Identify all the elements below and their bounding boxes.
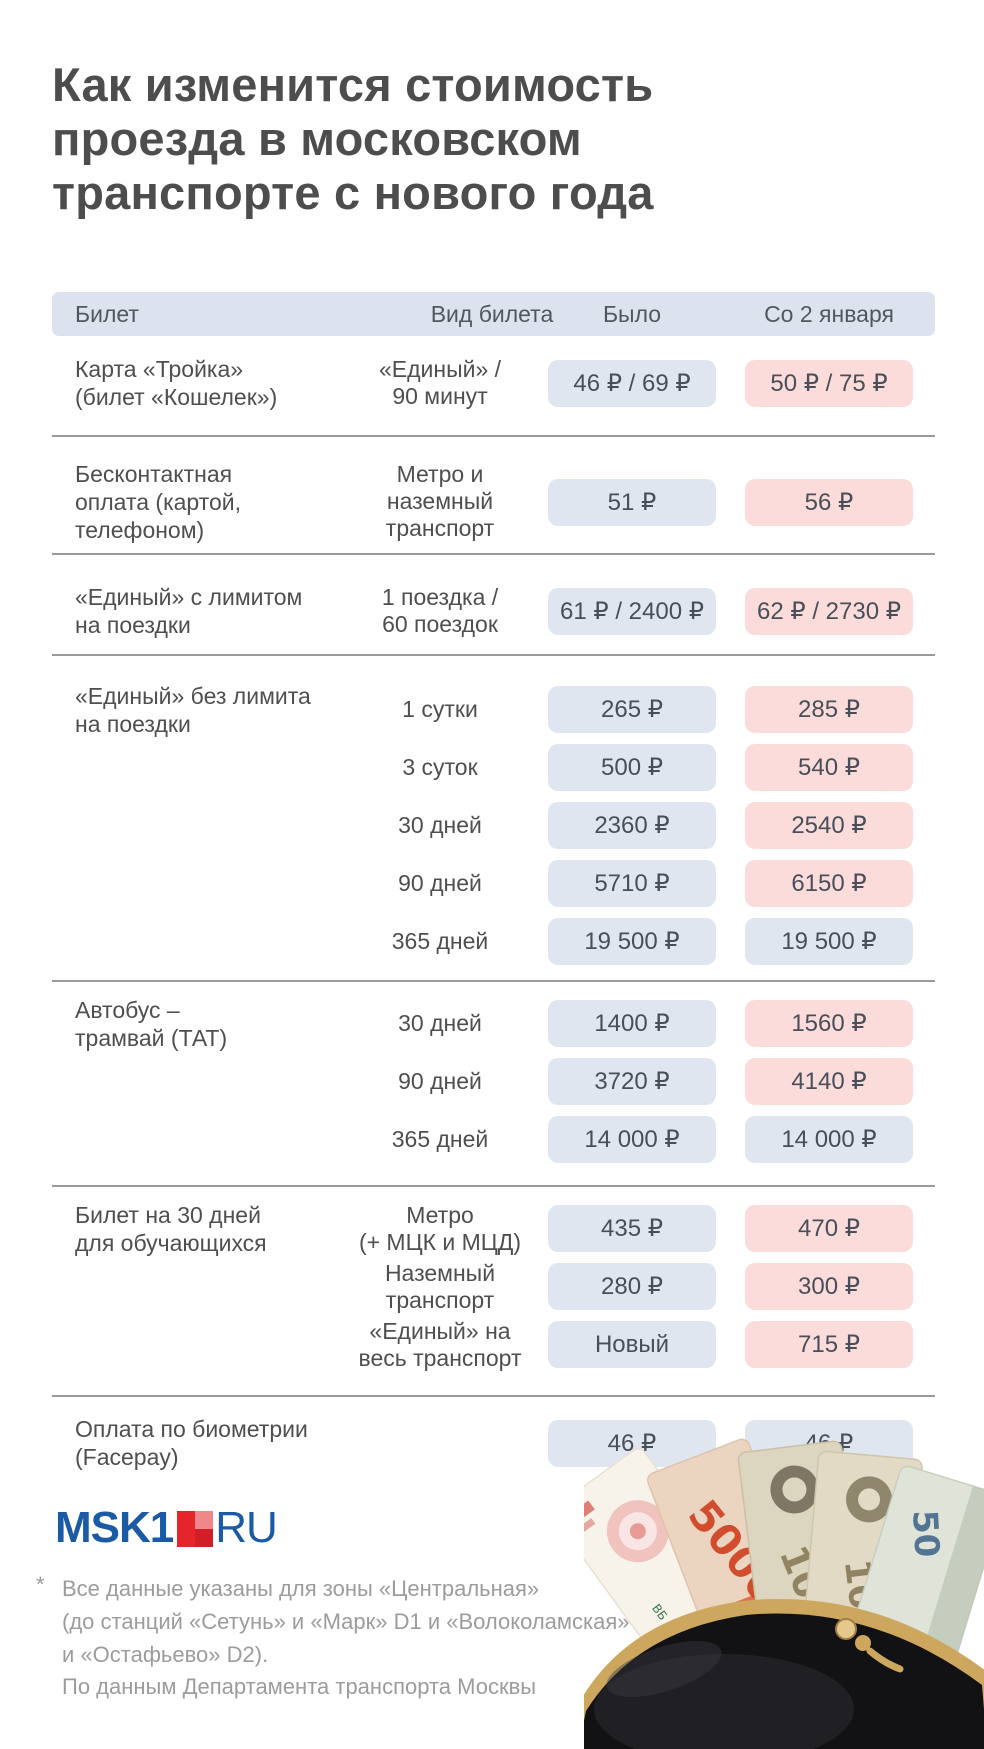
type-label: 90 дней — [398, 870, 482, 896]
price-badge-new: 300 ₽ — [745, 1263, 913, 1310]
type-label: 3 суток — [402, 754, 478, 780]
footnote-asterisk: * — [36, 1572, 45, 1597]
row-divider — [52, 980, 935, 982]
price-badge-new: 2540 ₽ — [745, 802, 913, 849]
logo-red-square-icon — [177, 1511, 214, 1547]
price-badge-new: 285 ₽ — [745, 686, 913, 733]
price-badge-was: 500 ₽ — [548, 744, 716, 791]
type-label: 365 дней — [391, 1126, 489, 1152]
type-label: «Единый» / 90 минут — [378, 356, 502, 409]
type-label: 90 дней — [398, 1068, 482, 1094]
row-divider — [52, 1185, 935, 1187]
table-header: Билет Вид билета Было Со 2 января — [52, 292, 935, 336]
price-badge-was: 1400 ₽ — [548, 1000, 716, 1047]
type-label: 1 поездка / 60 поездок — [381, 584, 499, 637]
msk1-logo: MSK1 RU — [55, 1503, 278, 1553]
type-label: Метро (+ МЦК и МЦД) — [358, 1201, 522, 1255]
row-divider — [52, 435, 935, 437]
coin-purse — [584, 1599, 984, 1749]
column-header-ticket: Билет — [75, 300, 139, 327]
price-badge-new: 715 ₽ — [745, 1321, 913, 1368]
logo-msk1-text: MSK1 — [55, 1503, 174, 1552]
column-header-type: Вид билета — [430, 300, 554, 327]
source-note: По данным Департамента транспорта Москвы — [62, 1674, 537, 1699]
price-badge-new: 62 ₽ / 2730 ₽ — [745, 588, 913, 635]
price-badge-new: 50 ₽ / 75 ₽ — [745, 360, 913, 407]
price-badge-was: 14 000 ₽ — [548, 1116, 716, 1163]
price-badge-was: 61 ₽ / 2400 ₽ — [548, 588, 716, 635]
ticket-label: Билет на 30 дней для обучающихся — [75, 1202, 267, 1256]
page-title-line: Как изменится стоимость — [52, 58, 654, 111]
page-title-line: транспорте с нового года — [52, 166, 654, 219]
row-divider — [52, 1395, 935, 1397]
price-badge-new: 470 ₽ — [745, 1205, 913, 1252]
price-badge-was: 5710 ₽ — [548, 860, 716, 907]
price-badge-new: 14 000 ₽ — [745, 1116, 913, 1163]
price-badge-was: Новый — [548, 1321, 716, 1368]
price-badge-was: 2360 ₽ — [548, 802, 716, 849]
price-badge-new: 19 500 ₽ — [745, 918, 913, 965]
price-badge-was: 51 ₽ — [548, 479, 716, 526]
type-label: 30 дней — [398, 812, 482, 838]
ticket-label: «Единый» с лимитом на поездки — [75, 584, 303, 638]
wallet-photo: ВБ 4017352 5000 100 100 50 БИЛЕТ — [584, 1438, 984, 1749]
banknote-value: 50 — [904, 1509, 946, 1558]
ticket-label: Оплата по биометрии (Facepay) — [75, 1416, 308, 1470]
price-badge-new: 4140 ₽ — [745, 1058, 913, 1105]
price-badge-was: 19 500 ₽ — [548, 918, 716, 965]
type-label: Метро и наземный транспорт — [385, 461, 495, 541]
type-label: «Единый» на весь транспорт — [358, 1317, 522, 1371]
ticket-label: Автобус – трамвай (ТАТ) — [75, 997, 228, 1051]
price-badge-new: 1560 ₽ — [745, 1000, 913, 1047]
page-title: Как изменится стоимость проезда в москов… — [52, 58, 654, 220]
column-header-from-jan2: Со 2 января — [764, 300, 894, 327]
ticket-label: Бесконтактная оплата (картой, телефоном) — [75, 461, 242, 543]
price-badge-was: 435 ₽ — [548, 1205, 716, 1252]
type-label: 1 сутки — [402, 696, 478, 722]
logo-ru-text: RU — [215, 1503, 278, 1552]
price-badge-new: 540 ₽ — [745, 744, 913, 791]
footnote: Все данные указаны для зоны «Центральная… — [62, 1576, 630, 1667]
row-divider — [52, 553, 935, 555]
price-badge-new: 6150 ₽ — [745, 860, 913, 907]
price-badge-new: 56 ₽ — [745, 479, 913, 526]
column-header-was: Было — [602, 300, 662, 327]
price-badge-was: 280 ₽ — [548, 1263, 716, 1310]
price-badge-was: 3720 ₽ — [548, 1058, 716, 1105]
type-label: Наземный транспорт — [384, 1259, 496, 1313]
type-label: 365 дней — [391, 928, 489, 954]
row-divider — [52, 654, 935, 656]
price-badge-was: 46 ₽ / 69 ₽ — [548, 360, 716, 407]
type-label: 30 дней — [398, 1010, 482, 1036]
price-badge-was: 265 ₽ — [548, 686, 716, 733]
ticket-label: «Единый» без лимита на поездки — [75, 683, 311, 737]
page-title-line: проезда в московском — [52, 112, 582, 165]
ticket-label: Карта «Тройка» (билет «Кошелек») — [75, 356, 278, 410]
